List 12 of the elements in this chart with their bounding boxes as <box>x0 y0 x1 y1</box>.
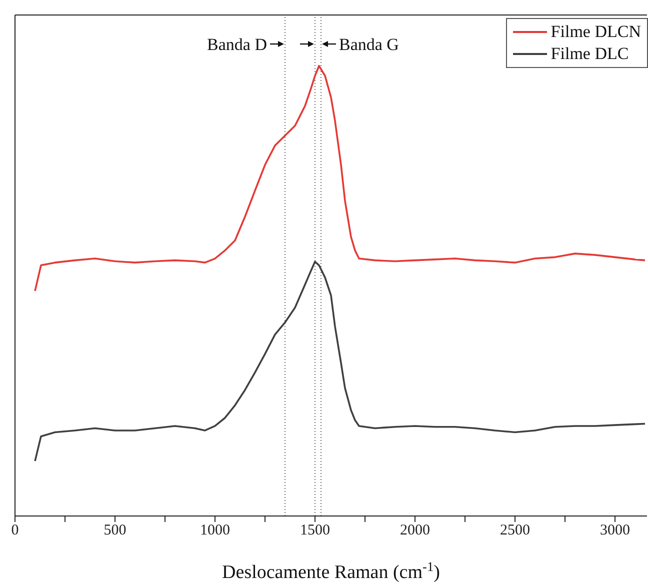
x-axis-title: Deslocamente Raman (cm$^{-1}$) <box>222 558 440 583</box>
text: Banda D <box>207 35 267 54</box>
legend-label: Filme DLCN <box>550 21 641 43</box>
x-tick-label: 500 <box>104 522 126 539</box>
legend-label: Filme DLC <box>550 43 629 65</box>
text: Banda G <box>339 35 399 54</box>
x-tick-label: 2000 <box>400 522 430 539</box>
x-tick-label: 1500 <box>300 522 330 539</box>
x-tick-label: 1000 <box>200 522 230 539</box>
x-tick-label: 2500 <box>500 522 530 539</box>
x-tick-label: 3000 <box>600 522 630 539</box>
x-tick-label: 0 <box>11 522 19 539</box>
